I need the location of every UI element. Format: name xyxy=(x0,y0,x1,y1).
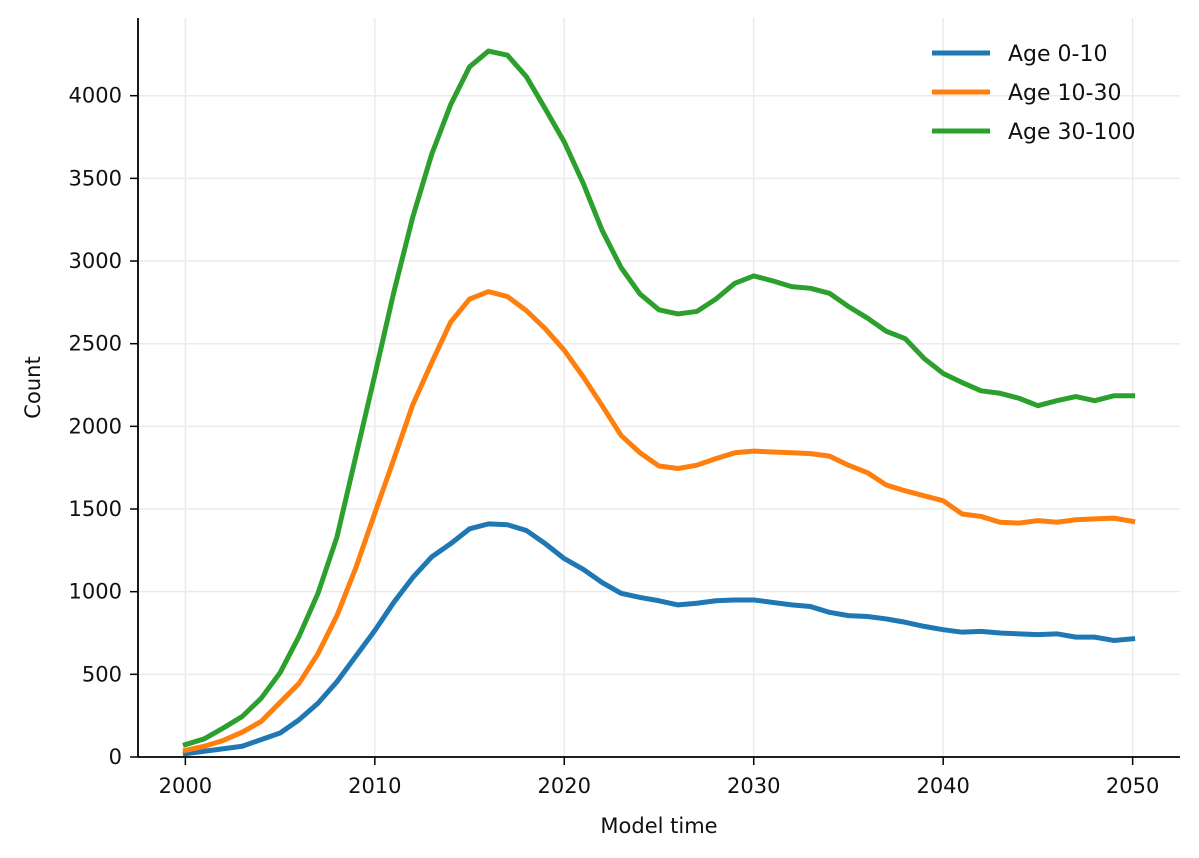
y-tick-label: 2000 xyxy=(69,414,122,438)
y-tick-label: 1000 xyxy=(69,580,122,604)
series-line-3 xyxy=(182,48,1136,748)
y-tick-label: 4000 xyxy=(69,84,122,108)
y-tick-label: 2500 xyxy=(69,332,122,356)
x-tick-label: 2010 xyxy=(348,774,401,798)
grid xyxy=(138,18,1180,758)
x-tick-label: 2030 xyxy=(727,774,780,798)
x-tick-label: 2040 xyxy=(916,774,969,798)
series-lines xyxy=(182,48,1136,757)
y-tick-label: 3000 xyxy=(69,249,122,273)
legend-label-1: Age 0-10 xyxy=(1008,42,1107,67)
legend-label-3: Age 30-100 xyxy=(1008,120,1135,145)
x-tick-label: 2020 xyxy=(538,774,591,798)
series-line-2 xyxy=(182,289,1136,754)
legend-label-2: Age 10-30 xyxy=(1008,81,1121,106)
series-line-1 xyxy=(182,521,1136,757)
y-tick-label: 1500 xyxy=(69,497,122,521)
axes xyxy=(137,18,1180,758)
y-tick-label: 0 xyxy=(109,745,122,769)
y-tick-label: 500 xyxy=(82,662,122,686)
y-tick-label: 3500 xyxy=(69,166,122,190)
x-axis-label: Model time xyxy=(600,814,717,838)
y-axis-label: Count xyxy=(21,356,45,418)
tick-labels: 2000 2010 2020 2030 2040 2050 0 500 1000 1500 2000… xyxy=(69,84,1160,798)
x-tick-label: 2000 xyxy=(159,774,212,798)
x-tick-label: 2050 xyxy=(1106,774,1159,798)
legend: Age 0-10 Age 10-30 Age 30-100 xyxy=(932,42,1135,145)
